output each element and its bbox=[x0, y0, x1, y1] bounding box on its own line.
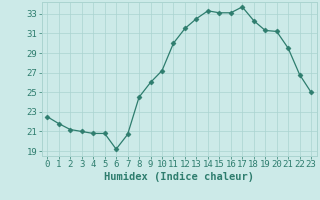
X-axis label: Humidex (Indice chaleur): Humidex (Indice chaleur) bbox=[104, 172, 254, 182]
